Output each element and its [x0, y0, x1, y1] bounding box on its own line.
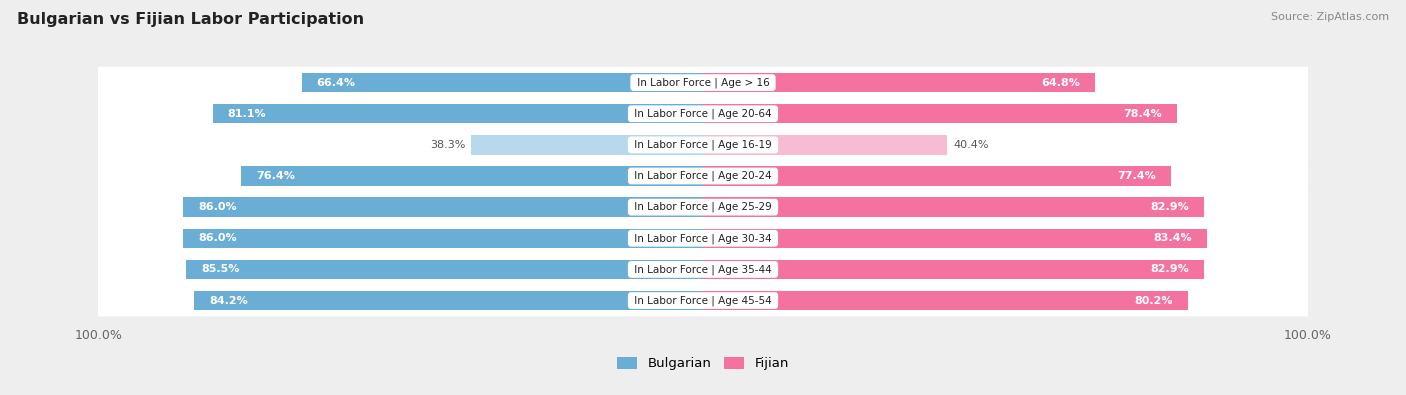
Bar — [186, 260, 703, 279]
Text: 38.3%: 38.3% — [430, 140, 465, 150]
Text: In Labor Force | Age 35-44: In Labor Force | Age 35-44 — [631, 264, 775, 275]
Text: In Labor Force | Age 16-19: In Labor Force | Age 16-19 — [631, 139, 775, 150]
Text: 86.0%: 86.0% — [198, 233, 236, 243]
Text: In Labor Force | Age 30-34: In Labor Force | Age 30-34 — [631, 233, 775, 244]
Text: In Labor Force | Age 25-29: In Labor Force | Age 25-29 — [631, 202, 775, 213]
Text: 66.4%: 66.4% — [316, 77, 356, 88]
Text: Bulgarian vs Fijian Labor Participation: Bulgarian vs Fijian Labor Participation — [17, 12, 364, 27]
Text: In Labor Force | Age > 16: In Labor Force | Age > 16 — [634, 77, 772, 88]
Text: Source: ZipAtlas.com: Source: ZipAtlas.com — [1271, 12, 1389, 22]
Bar — [703, 229, 1208, 248]
Text: 82.9%: 82.9% — [1150, 264, 1189, 275]
FancyBboxPatch shape — [91, 285, 1315, 316]
Bar — [194, 291, 703, 310]
Text: 82.9%: 82.9% — [1150, 202, 1189, 212]
Bar — [703, 291, 1188, 310]
Text: 77.4%: 77.4% — [1118, 171, 1156, 181]
FancyBboxPatch shape — [91, 222, 1315, 254]
Text: In Labor Force | Age 20-24: In Labor Force | Age 20-24 — [631, 171, 775, 181]
Text: 81.1%: 81.1% — [228, 109, 266, 119]
Text: In Labor Force | Age 20-64: In Labor Force | Age 20-64 — [631, 109, 775, 119]
FancyBboxPatch shape — [91, 129, 1315, 161]
Legend: Bulgarian, Fijian: Bulgarian, Fijian — [612, 352, 794, 376]
Text: 40.4%: 40.4% — [953, 140, 988, 150]
FancyBboxPatch shape — [91, 160, 1315, 192]
FancyBboxPatch shape — [91, 67, 1315, 98]
Bar — [703, 135, 948, 154]
Bar — [703, 198, 1204, 217]
Text: 76.4%: 76.4% — [256, 171, 295, 181]
Text: 86.0%: 86.0% — [198, 202, 236, 212]
Bar — [703, 104, 1177, 123]
Bar — [703, 73, 1095, 92]
FancyBboxPatch shape — [91, 98, 1315, 130]
Text: 83.4%: 83.4% — [1153, 233, 1192, 243]
Bar — [183, 229, 703, 248]
Bar — [240, 166, 703, 186]
Bar — [703, 166, 1171, 186]
Bar — [212, 104, 703, 123]
Text: In Labor Force | Age 45-54: In Labor Force | Age 45-54 — [631, 295, 775, 306]
FancyBboxPatch shape — [91, 254, 1315, 285]
Text: 80.2%: 80.2% — [1135, 295, 1173, 306]
Text: 64.8%: 64.8% — [1040, 77, 1080, 88]
Text: 85.5%: 85.5% — [201, 264, 239, 275]
Bar — [471, 135, 703, 154]
Bar — [301, 73, 703, 92]
Text: 84.2%: 84.2% — [209, 295, 247, 306]
Bar — [183, 198, 703, 217]
Bar — [703, 260, 1204, 279]
Text: 78.4%: 78.4% — [1123, 109, 1161, 119]
FancyBboxPatch shape — [91, 191, 1315, 223]
